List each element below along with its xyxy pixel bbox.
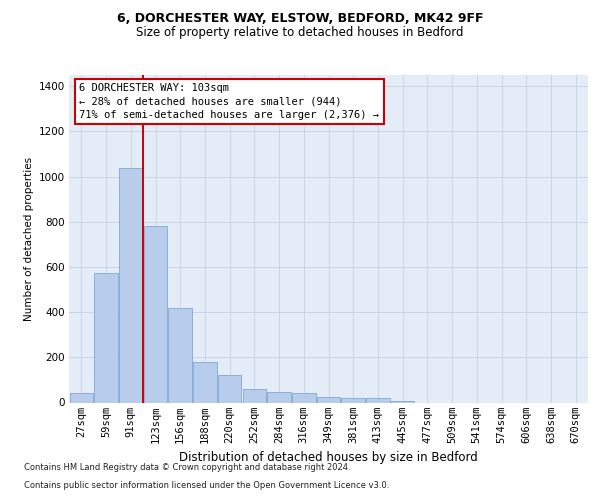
X-axis label: Distribution of detached houses by size in Bedford: Distribution of detached houses by size …: [179, 451, 478, 464]
Bar: [193, 362, 217, 403]
Text: 6 DORCHESTER WAY: 103sqm
← 28% of detached houses are smaller (944)
71% of semi-: 6 DORCHESTER WAY: 103sqm ← 28% of detach…: [79, 83, 379, 120]
Text: Size of property relative to detached houses in Bedford: Size of property relative to detached ho…: [136, 26, 464, 39]
Text: Contains public sector information licensed under the Open Government Licence v3: Contains public sector information licen…: [24, 481, 389, 490]
Bar: [70, 394, 93, 402]
Bar: [144, 226, 167, 402]
Text: Contains HM Land Registry data © Crown copyright and database right 2024.: Contains HM Land Registry data © Crown c…: [24, 464, 350, 472]
Bar: [94, 272, 118, 402]
Y-axis label: Number of detached properties: Number of detached properties: [25, 156, 34, 321]
Text: 6, DORCHESTER WAY, ELSTOW, BEDFORD, MK42 9FF: 6, DORCHESTER WAY, ELSTOW, BEDFORD, MK42…: [117, 12, 483, 26]
Bar: [169, 308, 192, 402]
Bar: [292, 394, 316, 402]
Bar: [218, 376, 241, 402]
Bar: [366, 398, 389, 402]
Bar: [391, 400, 415, 402]
Bar: [341, 398, 365, 402]
Bar: [317, 397, 340, 402]
Bar: [119, 168, 143, 402]
Bar: [242, 390, 266, 402]
Bar: [268, 392, 291, 402]
